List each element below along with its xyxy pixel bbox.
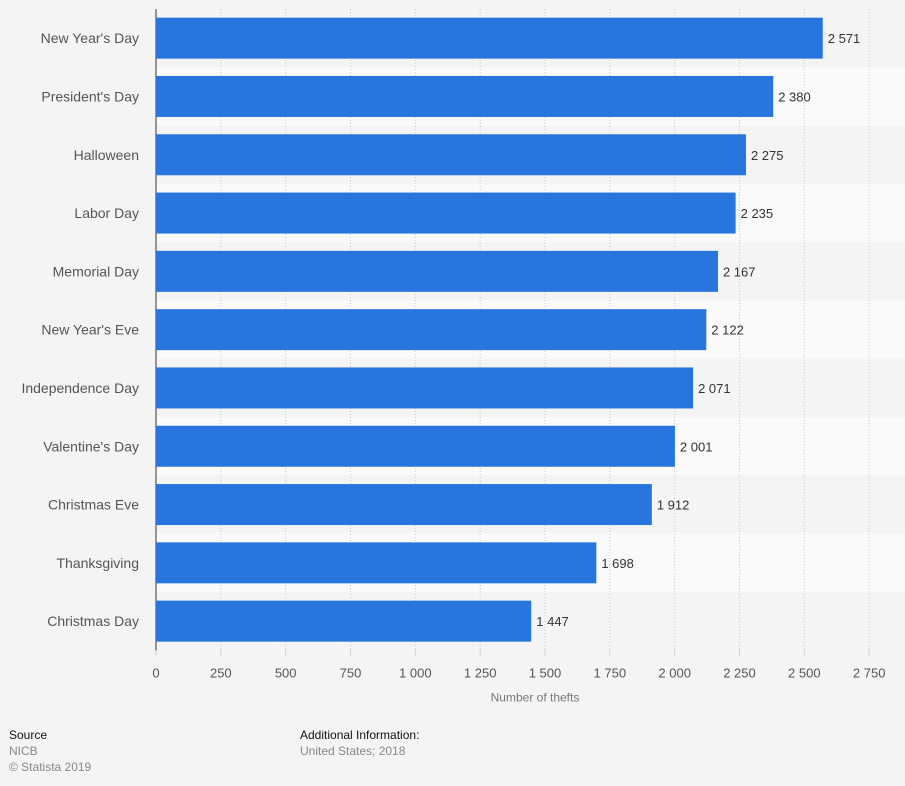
category-label: Christmas Eve — [48, 497, 139, 513]
bar — [156, 367, 694, 409]
x-tick-label: 250 — [210, 665, 232, 680]
category-label: Valentine's Day — [43, 438, 139, 454]
x-tick-label: 1 250 — [464, 665, 497, 680]
bar — [156, 17, 823, 59]
bar — [156, 542, 597, 584]
category-label: Memorial Day — [53, 263, 139, 279]
x-tick-label: 1 750 — [594, 665, 627, 680]
data-label: 2 275 — [751, 148, 784, 163]
bar — [156, 192, 736, 234]
source-value[interactable]: NICB — [9, 744, 38, 758]
category-label: Independence Day — [21, 380, 139, 396]
additional-info-block: Additional Information: United States; 2… — [300, 727, 419, 759]
data-label: 1 447 — [536, 614, 569, 629]
bar — [156, 425, 675, 467]
x-tick-label: 500 — [275, 665, 297, 680]
category-label: New Year's Day — [41, 30, 139, 46]
bar-chart: 0 250 500 750 1 000 1 250 1 500 1 750 2 000 2 250… — [21, 9, 886, 705]
copyright: © Statista 2019 — [9, 760, 92, 774]
bar — [156, 134, 746, 176]
bar — [156, 600, 532, 642]
category-label: Thanksgiving — [57, 555, 140, 571]
data-label: 2 235 — [741, 206, 774, 221]
bar — [156, 250, 718, 292]
x-tick-label: 0 — [152, 665, 159, 680]
additional-info-title: Additional Information: — [300, 728, 420, 742]
data-label: 2 571 — [828, 31, 861, 46]
bar — [156, 75, 774, 117]
bar — [156, 484, 652, 526]
data-label: 2 167 — [723, 264, 756, 279]
data-label: 2 071 — [698, 381, 731, 396]
data-label: 1 698 — [601, 556, 634, 571]
bar — [156, 309, 707, 351]
source-block: Source NICB © Statista 2019 — [9, 727, 91, 775]
x-tick-label: 1 000 — [399, 665, 432, 680]
data-label: 1 912 — [657, 498, 690, 513]
data-label: 2 122 — [711, 323, 744, 338]
x-tick-label: 2 000 — [658, 665, 691, 680]
category-label: President's Day — [41, 88, 139, 104]
data-label: 2 380 — [778, 89, 811, 104]
x-tick-label: 750 — [340, 665, 362, 680]
x-tick-label: 2 500 — [788, 665, 821, 680]
category-label: Halloween — [74, 147, 139, 163]
additional-info-value: United States; 2018 — [300, 744, 406, 758]
category-label: Christmas Day — [47, 613, 139, 629]
source-title: Source — [9, 728, 48, 742]
x-tick-label: 2 750 — [853, 665, 886, 680]
x-axis-title: Number of thefts — [491, 690, 580, 704]
category-label: Labor Day — [74, 205, 139, 221]
x-tick-label: 1 500 — [529, 665, 562, 680]
x-tick-label: 2 250 — [723, 665, 756, 680]
data-label: 2 001 — [680, 439, 713, 454]
category-label: New Year's Eve — [41, 322, 139, 338]
